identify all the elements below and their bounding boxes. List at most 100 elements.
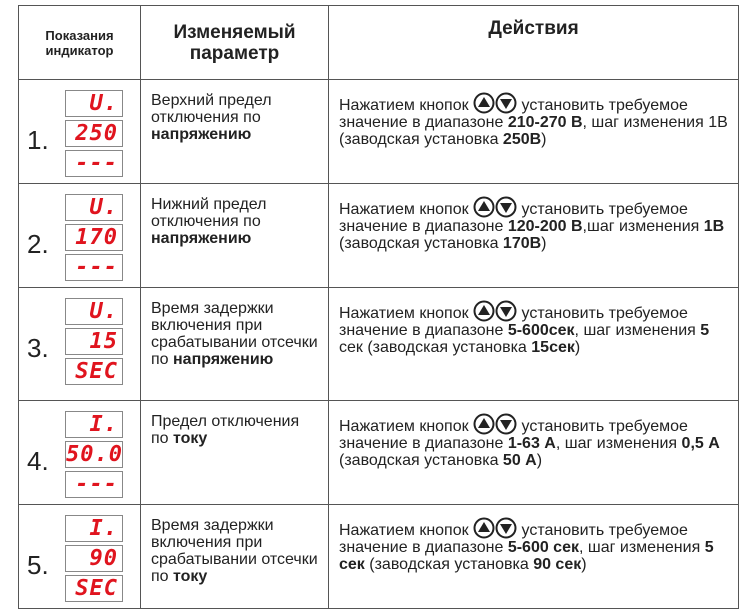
up-button-icon	[473, 92, 495, 114]
text-segment: напряжению	[151, 230, 252, 247]
text-segment: )	[574, 339, 581, 356]
indicator-group: 2. U. 170 ---	[27, 194, 134, 281]
row-number: 3.	[27, 333, 49, 363]
display-stack: I. 50.0 ---	[65, 411, 123, 498]
indicator-cell: 5. I. 90 SEC	[18, 504, 141, 609]
indicator-group: 1. U. 250 ---	[27, 90, 134, 177]
display-readout: U.	[65, 298, 123, 325]
indicator-cell: 1. U. 250 ---	[18, 79, 141, 184]
action-cell: Нажатием кнопок установить требуемое зна…	[328, 287, 739, 401]
text-segment: ,шаг изменения	[582, 218, 704, 235]
text-segment: Нажатием кнопок	[339, 305, 469, 322]
text-segment: 5-600сек	[507, 322, 575, 339]
text-segment: )	[541, 235, 547, 252]
display-readout: I.	[65, 411, 123, 438]
display-readout: U.	[65, 90, 123, 117]
text-segment: Нажатием кнопок	[339, 418, 469, 435]
text-segment: напряжению	[173, 351, 274, 368]
down-button-icon	[495, 300, 517, 322]
action-cell: Нажатием кнопок установить требуемое зна…	[328, 79, 739, 184]
text-segment: Нажатием кнопок	[339, 97, 469, 114]
action-cell: Нажатием кнопок установить требуемое зна…	[328, 400, 739, 505]
header-cell: Показания индикатор	[18, 5, 141, 80]
text-segment: току	[173, 568, 208, 585]
table-row: 4. I. 50.0 --- Предел отключения по току Нажа…	[18, 400, 739, 505]
text-segment: , шаг изменения	[555, 435, 682, 452]
text-segment: 5-600 сек	[507, 539, 579, 556]
text-segment: Нажатием кнопок	[339, 522, 469, 539]
down-button-icon	[495, 196, 517, 218]
text-segment: , шаг изменения 1В (заводская установка	[339, 114, 728, 148]
text-segment: 210-270 В	[507, 114, 583, 131]
text-segment: установить требуемое значение в диапазон…	[339, 305, 688, 339]
row-number: 5.	[27, 550, 49, 580]
indicator-cell: 4. I. 50.0 ---	[18, 400, 141, 505]
indicator-group: 3. U. 15 SEC	[27, 298, 134, 385]
text-segment: Время задержки включения при срабатывани…	[151, 517, 318, 585]
parameter-cell: Нижний предел отключения по напряжению	[140, 183, 329, 288]
text-segment: 1-63 А	[507, 435, 556, 452]
row-number: 4.	[27, 446, 49, 476]
text-segment: сек (заводская установка	[339, 339, 532, 356]
text-segment: (заводская установка	[339, 452, 503, 469]
text-segment: Время задержки включения при срабатывани…	[151, 300, 318, 368]
display-readout: SEC	[65, 575, 123, 602]
text-segment: , шаг изменения	[574, 322, 701, 339]
display-readout: I.	[65, 515, 123, 542]
action-cell: Нажатием кнопок установить требуемое зна…	[328, 504, 739, 609]
display-readout: 90	[65, 545, 123, 572]
text-segment: установить требуемое значение в диапазон…	[339, 522, 688, 556]
display-stack: U. 15 SEC	[65, 298, 123, 385]
text-segment: Предел отключения по	[151, 413, 300, 447]
text-segment: 5 сек	[339, 539, 714, 573]
text-segment: 15сек	[531, 339, 575, 356]
indicator-group: 5. I. 90 SEC	[27, 515, 134, 602]
display-readout: 50.0	[65, 441, 123, 468]
down-button-icon	[495, 92, 517, 114]
text-segment: Нижний предел отключения по	[151, 196, 267, 230]
display-stack: U. 170 ---	[65, 194, 123, 281]
header-cell: Изменяемый параметр	[140, 5, 329, 80]
table-row: 1. U. 250 --- Верхний предел отключения по н…	[18, 79, 739, 184]
parameter-cell: Предел отключения по току	[140, 400, 329, 505]
text-segment: 90 сек	[533, 556, 582, 573]
parameter-cell: Верхний предел отключения по напряжению	[140, 79, 329, 184]
text-segment: Верхний предел отключения по	[151, 92, 272, 126]
display-readout: 250	[65, 120, 123, 147]
action-cell: Нажатием кнопок установить требуемое зна…	[328, 183, 739, 288]
text-segment: (заводская установка	[364, 556, 534, 573]
text-segment: )	[536, 452, 543, 469]
parameter-cell: Время задержки включения при срабатывани…	[140, 287, 329, 401]
display-stack: U. 250 ---	[65, 90, 123, 177]
down-button-icon	[495, 517, 517, 539]
table-row: 3. U. 15 SEC Время задержки включения при ср…	[18, 287, 739, 401]
text-segment: )	[581, 556, 587, 573]
display-readout: U.	[65, 194, 123, 221]
display-readout: 170	[65, 224, 123, 251]
text-segment: Нажатием кнопок	[339, 201, 469, 218]
table-row: 2. U. 170 --- Нижний предел отключения по на…	[18, 183, 739, 288]
text-segment: 5	[700, 322, 710, 339]
text-segment: 0,5 А	[681, 435, 720, 452]
header-row: Показания индикатор Изменяемый параметр …	[18, 5, 739, 80]
text-segment: , шаг изменения	[578, 539, 705, 556]
up-button-icon	[473, 300, 495, 322]
display-stack: I. 90 SEC	[65, 515, 123, 602]
text-segment: 120-200 В	[507, 218, 583, 235]
text-segment: установить требуемое значение в диапазон…	[339, 418, 688, 452]
text-segment: 170В	[502, 235, 542, 252]
header-cell: Действия	[328, 5, 739, 80]
down-button-icon	[495, 413, 517, 435]
display-readout: ---	[65, 254, 123, 281]
up-button-icon	[473, 413, 495, 435]
table-row: 5. I. 90 SEC Время задержки включения при ср…	[18, 504, 739, 609]
row-number: 2.	[27, 229, 49, 259]
text-segment: току	[173, 430, 208, 447]
display-readout: ---	[65, 150, 123, 177]
indicator-cell: 2. U. 170 ---	[18, 183, 141, 288]
indicator-cell: 3. U. 15 SEC	[18, 287, 141, 401]
text-segment: (заводская установка	[339, 235, 503, 252]
display-readout: 15	[65, 328, 123, 355]
up-button-icon	[473, 196, 495, 218]
text-segment: 50 А	[502, 452, 537, 469]
